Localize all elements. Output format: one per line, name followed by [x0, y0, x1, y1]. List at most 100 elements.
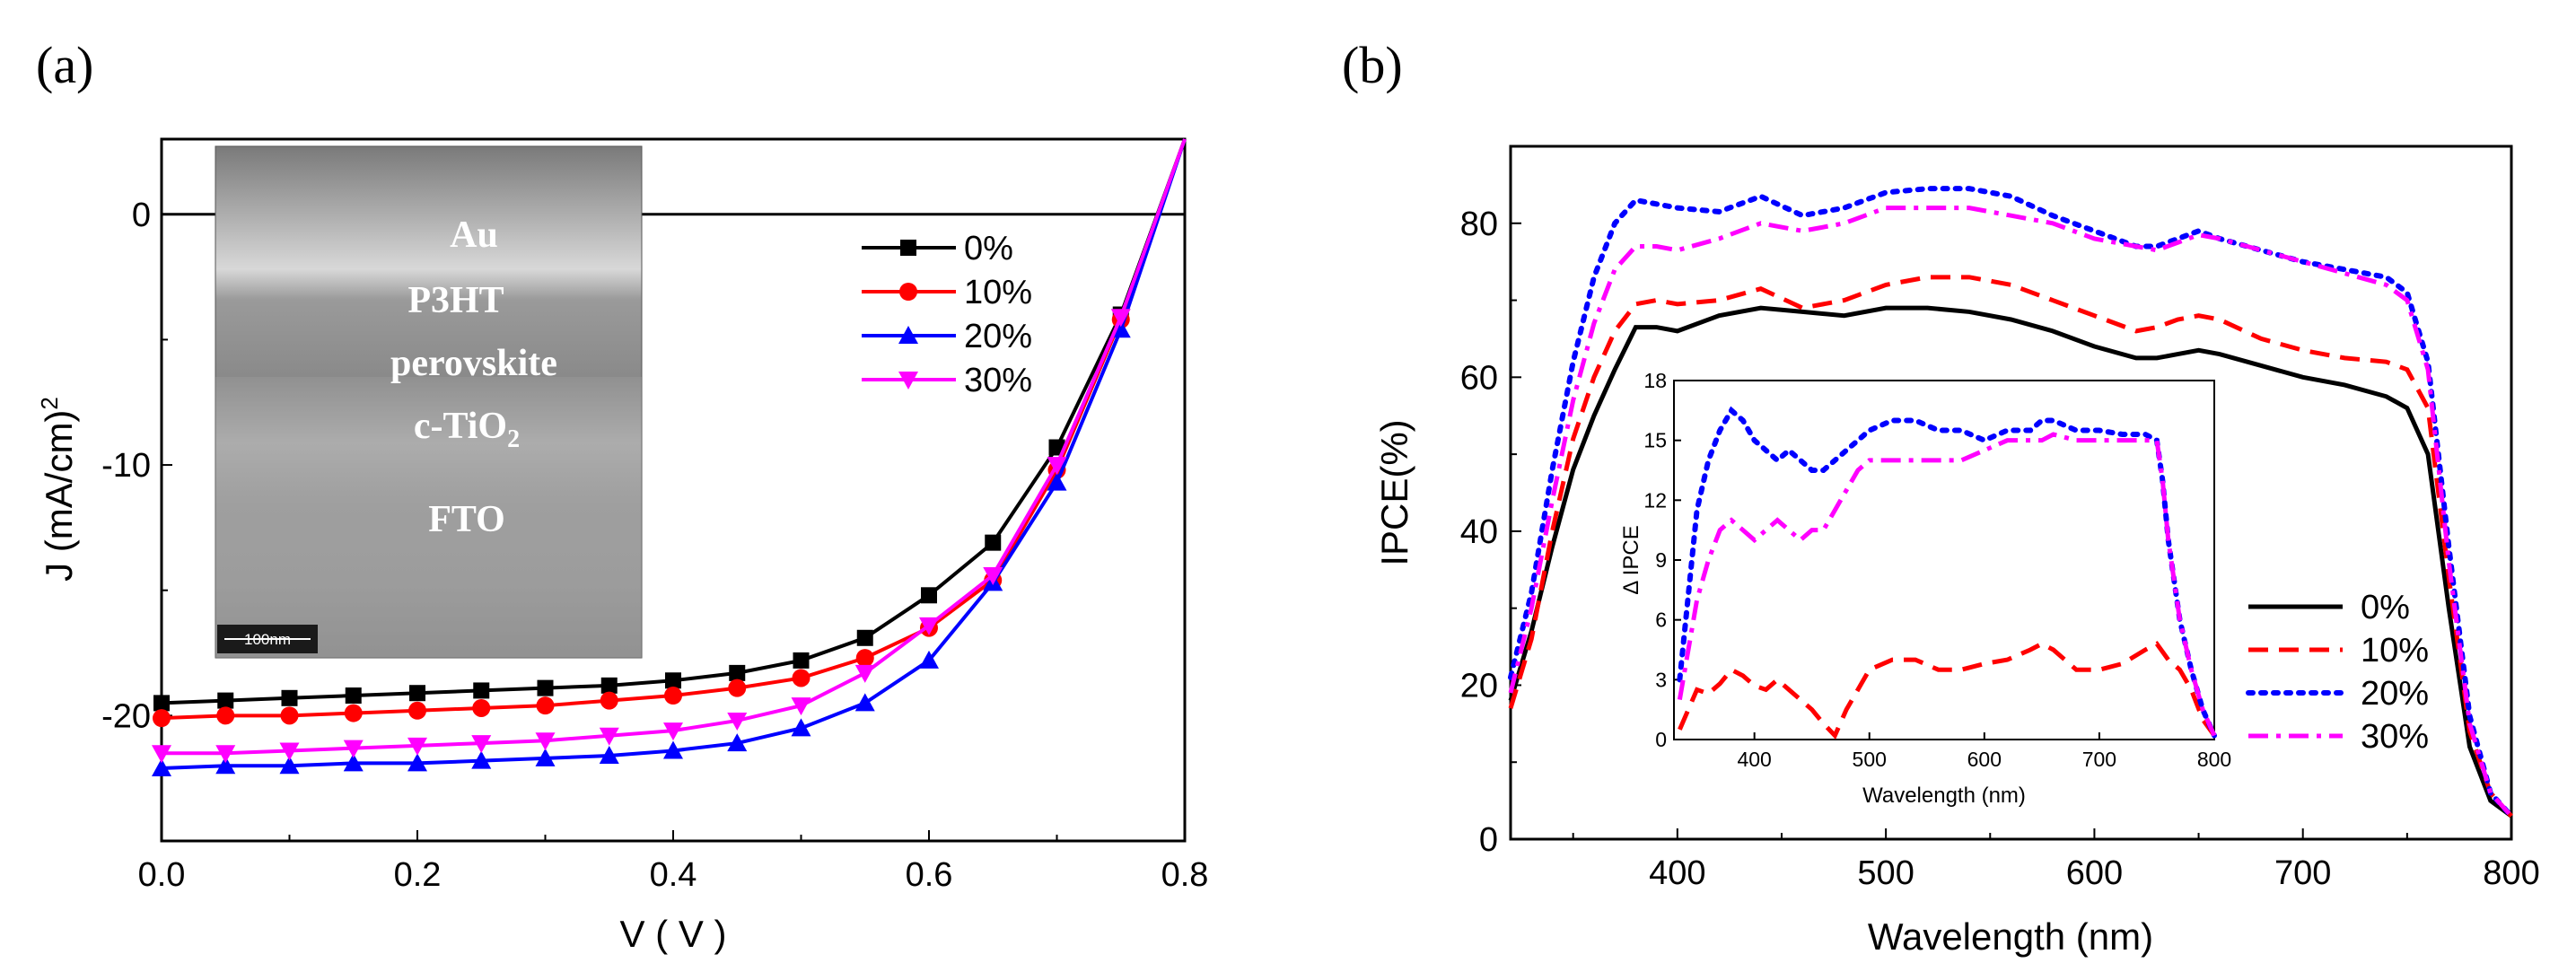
data-point: [152, 745, 171, 764]
panel-b-label: (b): [1342, 36, 1403, 94]
plot-b-series: [1508, 186, 2514, 819]
panel-a: (a) 0.0 0.2 0.4 0.6 0.8 0 -10 -20 Au P3HT perov…: [36, 36, 1208, 955]
data-point: [407, 737, 427, 756]
series-a-0pct: [153, 138, 1187, 712]
delta-ipce-inset: 400 500 600 700 800 0 3 6 9 12 15 18 Wavelength (nm…: [1619, 369, 2231, 808]
legend-marker: [898, 326, 918, 344]
data-point: [344, 704, 363, 722]
series-b-10pct: [1508, 275, 2513, 818]
data-point: [854, 664, 875, 683]
plot-b-ytick-label: 40: [1460, 513, 1498, 551]
data-point: [215, 756, 236, 775]
panel-b: (b) 400 500 600 700 800 0 20 40 60 80 0% 10% 20% 30%…: [1342, 36, 2540, 958]
sem-layer-au: Au: [450, 214, 498, 256]
data-point: [535, 732, 556, 751]
plot-a-xtick-label: 0.2: [394, 856, 442, 894]
data-point: [728, 678, 747, 697]
data-point: [791, 697, 811, 716]
plot-a-series: [152, 138, 1187, 777]
data-point: [1110, 320, 1131, 338]
data-point: [921, 587, 937, 604]
series-b-30pct: [1508, 206, 2513, 818]
inset-xlabel: Wavelength (nm): [1862, 784, 2026, 808]
inset-xtick-label: 600: [1967, 748, 2002, 771]
plot-b-xlabel: Wavelength (nm): [1868, 915, 2153, 958]
data-point: [793, 652, 810, 669]
series-a-30pct: [152, 138, 1187, 764]
sem-layer-p3ht: P3HT: [407, 280, 504, 321]
data-point: [855, 649, 874, 668]
inset-xtick-label: 400: [1737, 748, 1771, 771]
plot-b-legend: 0% 10% 20% 30%: [2246, 589, 2429, 756]
legend-marker: [899, 283, 917, 301]
inset-series-20pct: [1677, 406, 2217, 739]
data-point: [407, 753, 427, 772]
data-point: [216, 706, 235, 725]
data-point: [471, 750, 492, 769]
inset-ticks: 400 500 600 700 800 0 3 6 9 12 15 18: [1643, 369, 2231, 771]
sem-cross-section-image: Au P3HT perovskite c-TiO2 FTO 100nm: [215, 145, 643, 659]
plot-b-ytick-label: 80: [1460, 206, 1498, 243]
plot-a-legend: 0% 10% 20% 30%: [862, 230, 1032, 399]
plot-b-ytick-label: 0: [1479, 821, 1498, 859]
data-point: [729, 664, 746, 681]
data-point: [600, 691, 618, 710]
data-point: [343, 740, 364, 758]
data-point: [983, 566, 1003, 585]
inset-xtick-label: 500: [1853, 748, 1887, 771]
data-point: [854, 693, 875, 712]
data-point: [345, 687, 362, 705]
plot-b-xtick-label: 700: [2274, 854, 2331, 892]
plot-b-ytick-label: 20: [1460, 667, 1498, 705]
plot-a-xtick-label: 0.8: [1161, 856, 1209, 894]
data-point: [791, 718, 811, 737]
data-point: [792, 669, 810, 687]
inset-ytick-label: 15: [1643, 429, 1667, 452]
sem-layer-ctio2: c-TiO2: [414, 406, 520, 453]
plot-a-xlabel: V ( V ): [619, 913, 726, 955]
data-point: [281, 689, 298, 706]
legend-marker: [900, 240, 916, 256]
panel-a-label: (a): [36, 36, 93, 94]
legend-label: 0%: [2361, 589, 2410, 626]
sem-layer-fto: FTO: [428, 499, 505, 540]
plot-a-ylabel: J (mA/cm)2: [36, 397, 80, 582]
legend-label: 20%: [964, 318, 1032, 355]
plot-a-ytick-label: 0: [132, 197, 151, 234]
inset-xtick-label: 800: [2197, 748, 2231, 771]
plot-b-xtick-label: 400: [1649, 854, 1705, 892]
data-point: [279, 756, 300, 775]
legend-label: 20%: [2361, 675, 2429, 713]
data-point: [727, 712, 748, 731]
data-point: [471, 735, 492, 754]
data-point: [409, 685, 425, 702]
inset-series: [1677, 406, 2217, 740]
data-point: [664, 687, 682, 705]
plot-a-ticks: 0.0 0.2 0.4 0.6 0.8 0 -10 -20: [101, 197, 1208, 894]
plot-a-ytick-label: -20: [101, 697, 151, 735]
data-point: [217, 692, 234, 709]
data-point: [153, 695, 170, 712]
inset-ytick-label: 12: [1643, 488, 1667, 512]
inset-ytick-label: 9: [1655, 548, 1667, 572]
plot-a-xtick-label: 0.0: [138, 856, 186, 894]
data-point: [600, 677, 618, 694]
data-point: [599, 727, 619, 746]
legend-marker: [898, 372, 918, 390]
plot-b-xtick-label: 800: [2483, 854, 2539, 892]
scale-bar-label: 100nm: [244, 631, 291, 648]
inset-series-30pct: [1677, 432, 2217, 737]
data-point: [1047, 457, 1067, 476]
data-point: [536, 696, 555, 715]
inset-ylabel: Δ IPCE: [1619, 525, 1643, 594]
legend-label: 0%: [964, 230, 1013, 267]
legend-label: 10%: [2361, 632, 2429, 670]
legend-label: 10%: [964, 274, 1032, 311]
inset-ytick-label: 0: [1655, 728, 1667, 751]
plot-b-ylabel: IPCE(%): [1373, 419, 1415, 565]
legend-label: 30%: [2361, 718, 2429, 756]
data-point: [919, 617, 939, 635]
plot-b-ytick-label: 60: [1460, 359, 1498, 397]
series-b-20pct: [1508, 186, 2514, 819]
